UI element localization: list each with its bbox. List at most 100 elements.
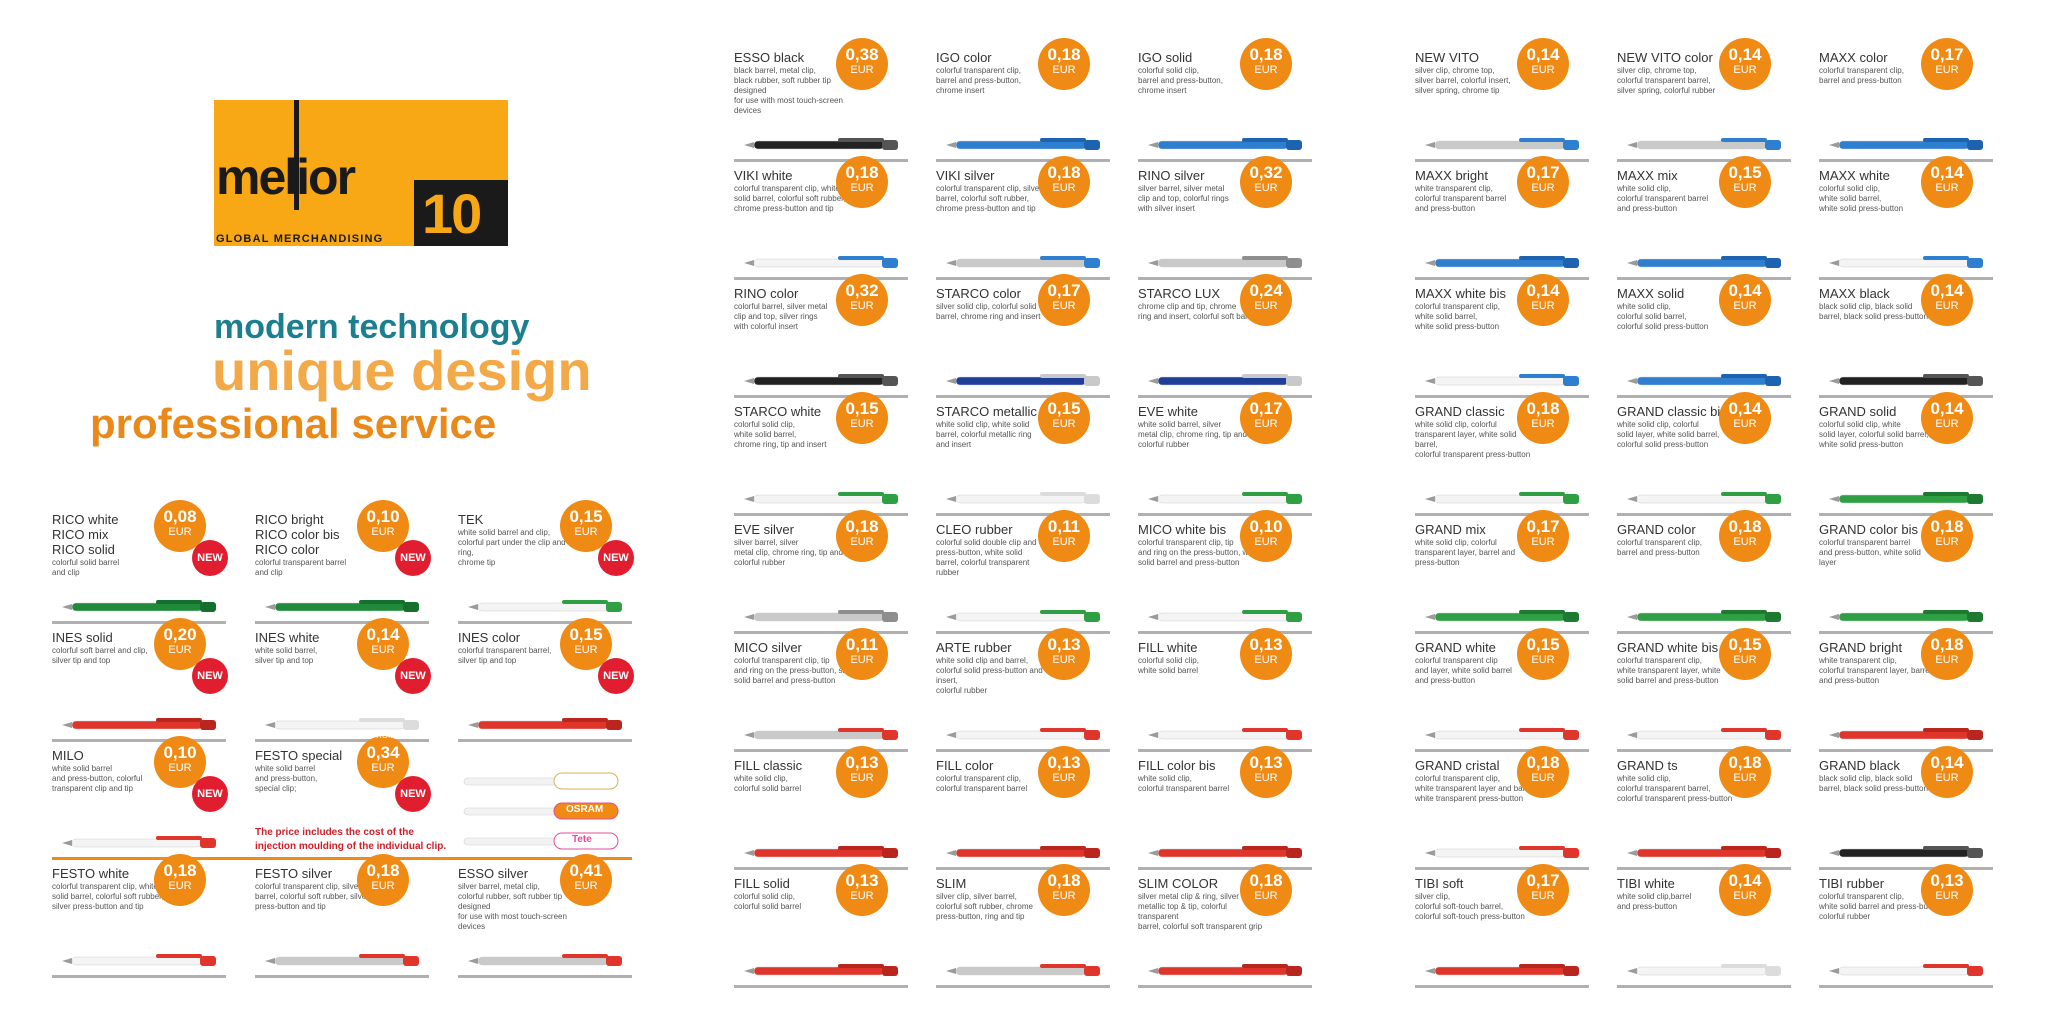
product-description: colorful transparent barrel and press-bu… (1819, 538, 1921, 567)
product-description: white solid barrel and press-button, spe… (255, 764, 318, 793)
product-description: white transparent clip, colorful transpa… (1415, 184, 1507, 213)
product-name: FILL color (936, 758, 994, 773)
card-divider (1138, 395, 1312, 398)
price-currency: EUR (1733, 64, 1757, 76)
price-badge: 0,13 EUR (1921, 864, 1973, 916)
price-badge: 0,14 EUR (1517, 274, 1569, 326)
product-name: IGO solid (1138, 50, 1193, 65)
price-currency: EUR (1733, 654, 1757, 666)
sample-pen (463, 772, 619, 790)
pen-image (946, 138, 1100, 150)
price-badge: 0,17 EUR (1240, 392, 1292, 444)
product-name: FESTO special (255, 748, 343, 763)
pen-image (1829, 964, 1983, 976)
new-badge: NEW (395, 658, 431, 694)
price-currency: EUR (1254, 654, 1278, 666)
card-divider (734, 277, 908, 280)
price-amount: 0,17 (1930, 45, 1964, 64)
pen-image (1148, 846, 1302, 858)
product-card: FILL solid colorful solid clip, colorful… (734, 864, 908, 988)
price-amount: 0,11 (845, 635, 879, 654)
pen-image (1425, 964, 1579, 976)
product-card: GRAND classic white solid clip, colorful… (1415, 392, 1589, 516)
pen-image (946, 610, 1100, 622)
price-currency: EUR (1254, 182, 1278, 194)
product-card: ESSO silver silver barrel, metal clip, c… (458, 854, 632, 978)
product-card: TIBI rubber colorful transparent clip, w… (1819, 864, 1993, 988)
section-divider (52, 857, 632, 860)
product-card: GRAND ts white solid clip, colorful tran… (1617, 746, 1791, 870)
product-description: black solid clip, black solid barrel, bl… (1819, 302, 1928, 321)
price-badge: 0,13 EUR (1038, 746, 1090, 798)
price-currency: EUR (1254, 64, 1278, 76)
card-divider (1138, 277, 1312, 280)
price-currency: EUR (1531, 418, 1555, 430)
price-badge: 0,18 EUR (1517, 392, 1569, 444)
product-card: FILL color colorful transparent clip, co… (936, 746, 1110, 870)
price-currency: EUR (1935, 300, 1959, 312)
price-badge: 0,14 EUR (357, 618, 409, 670)
pen-image (1829, 138, 1983, 150)
price-amount: 0,32 (1249, 163, 1283, 182)
product-name: EVE white (1138, 404, 1198, 419)
product-name: GRAND solid (1819, 404, 1897, 419)
product-description: colorful transparent clip, white solid b… (1415, 302, 1500, 331)
price-currency: EUR (1935, 418, 1959, 430)
price-badge: 0,18 EUR (1719, 746, 1771, 798)
slogan-modern-technology: modern technology (214, 308, 530, 346)
card-divider (1138, 159, 1312, 162)
pen-image (62, 718, 216, 730)
sample-pen (463, 802, 619, 820)
pen-image (1425, 846, 1579, 858)
product-card: ARTE rubber white solid clip and barrel,… (936, 628, 1110, 752)
product-card: ESSO black black barrel, metal clip, bla… (734, 38, 908, 162)
pen-image (1829, 256, 1983, 268)
pen-image (1148, 138, 1302, 150)
card-divider (936, 749, 1110, 752)
new-badge: NEW (598, 540, 634, 576)
card-divider (52, 621, 226, 624)
price-currency: EUR (1254, 300, 1278, 312)
pen-image (946, 374, 1100, 386)
card-divider (1617, 159, 1791, 162)
product-name: GRAND white (1415, 640, 1496, 655)
product-description: silver solid clip, colorful solid barrel… (936, 302, 1041, 321)
price-amount: 0,15 (569, 625, 603, 644)
price-badge: 0,14 EUR (1719, 864, 1771, 916)
price-amount: 0,18 (1526, 399, 1560, 418)
product-name: GRAND cristal (1415, 758, 1500, 773)
price-currency: EUR (1052, 654, 1076, 666)
price-currency: EUR (1254, 418, 1278, 430)
product-card: MICO white bis colorful transparent clip… (1138, 510, 1312, 634)
price-amount: 0,13 (1930, 871, 1964, 890)
price-amount: 0,32 (845, 281, 879, 300)
price-amount: 0,13 (1249, 753, 1283, 772)
pen-image (946, 964, 1100, 976)
price-amount: 0,18 (1728, 517, 1762, 536)
price-amount: 0,17 (1047, 281, 1081, 300)
price-amount: 0,17 (1526, 871, 1560, 890)
product-card: EVE silver silver barrel, silver metal c… (734, 510, 908, 634)
product-card: GRAND cristal colorful transparent clip,… (1415, 746, 1589, 870)
price-amount: 0,15 (1047, 399, 1081, 418)
pen-image (744, 728, 898, 740)
price-amount: 0,13 (1047, 753, 1081, 772)
card-divider (1819, 749, 1993, 752)
product-description: white solid clip, colorful transparent l… (1415, 420, 1531, 459)
product-name: RINO silver (1138, 168, 1205, 183)
product-name: MAXX color (1819, 50, 1888, 65)
product-card: MAXX black black solid clip, black solid… (1819, 274, 1993, 398)
product-card: FILL color bis white solid clip, colorfu… (1138, 746, 1312, 870)
pen-image (946, 846, 1100, 858)
product-card: RICO white RICO mix RICO solid colorful … (52, 500, 228, 624)
product-name: VIKI silver (936, 168, 995, 183)
card-divider (734, 395, 908, 398)
price-badge: 0,18 EUR (1719, 510, 1771, 562)
price-currency: EUR (850, 418, 874, 430)
product-name: GRAND classic (1415, 404, 1505, 419)
product-name: STARCO metallic (936, 404, 1037, 419)
price-badge: 0,18 EUR (154, 854, 206, 906)
product-description: colorful transparent clip, white solid b… (1819, 892, 1944, 921)
product-description: colorful solid barrel and clip (52, 558, 120, 577)
price-badge: 0,08 EUR (154, 500, 206, 552)
